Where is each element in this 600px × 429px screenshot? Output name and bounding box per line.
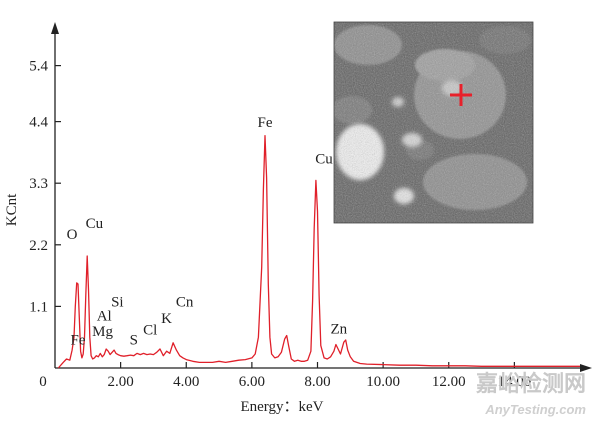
peak-label: Fe: [258, 115, 273, 131]
watermark: 嘉峪检测网 AnyTesting.com: [476, 371, 586, 417]
peak-label: O: [67, 227, 78, 243]
x-tick-label: 14.00: [498, 374, 532, 390]
peak-label: Cu: [315, 152, 333, 168]
sem-inset-image: [334, 22, 533, 223]
watermark-cn: 嘉峪检测网: [476, 371, 586, 397]
spectrum-series-line: [57, 134, 580, 369]
x-tick-label: 8.00: [304, 374, 330, 390]
analysis-point-marker: [450, 84, 472, 106]
peak-label: Fe: [70, 332, 85, 348]
y-axis-ticks: 1.1 2.2 3.3 4.4 5.4: [29, 59, 61, 315]
sem-inset-frame: [333, 21, 534, 224]
x-axis-title: Energy：keV: [240, 399, 323, 415]
peak-label: Al: [97, 308, 112, 324]
watermark-en: AnyTesting.com: [484, 402, 586, 417]
y-tick-label: 5.4: [29, 59, 48, 75]
x-tick-label: 2.00: [108, 374, 134, 390]
y-tick-label: 3.3: [29, 176, 48, 192]
peak-label: Mg: [92, 324, 113, 340]
peak-label: Zn: [330, 321, 347, 337]
x-axis-ticks: 0 2.00 4.00 6.00 8.00 10.00 12.00 14.00: [39, 362, 531, 390]
peak-label: Cl: [143, 322, 157, 338]
peak-label: S: [130, 332, 138, 348]
peak-label: K: [161, 311, 172, 327]
y-axis-arrow: [51, 22, 59, 34]
x-tick-label: 10.00: [366, 374, 400, 390]
peak-label: Cu: [86, 216, 104, 232]
y-axis-title: KCnt: [4, 193, 20, 226]
y-tick-label: 1.1: [29, 299, 48, 315]
x-tick-label: 6.00: [239, 374, 265, 390]
x-tick-label: 12.00: [432, 374, 466, 390]
x-axis-arrow: [580, 364, 592, 372]
x-tick-label: 4.00: [173, 374, 199, 390]
y-tick-label: 2.2: [29, 238, 48, 254]
x-tick-label: 0: [39, 374, 47, 390]
peak-label: Si: [111, 294, 124, 310]
y-tick-label: 4.4: [29, 115, 48, 131]
peak-label: Cn: [176, 294, 194, 310]
